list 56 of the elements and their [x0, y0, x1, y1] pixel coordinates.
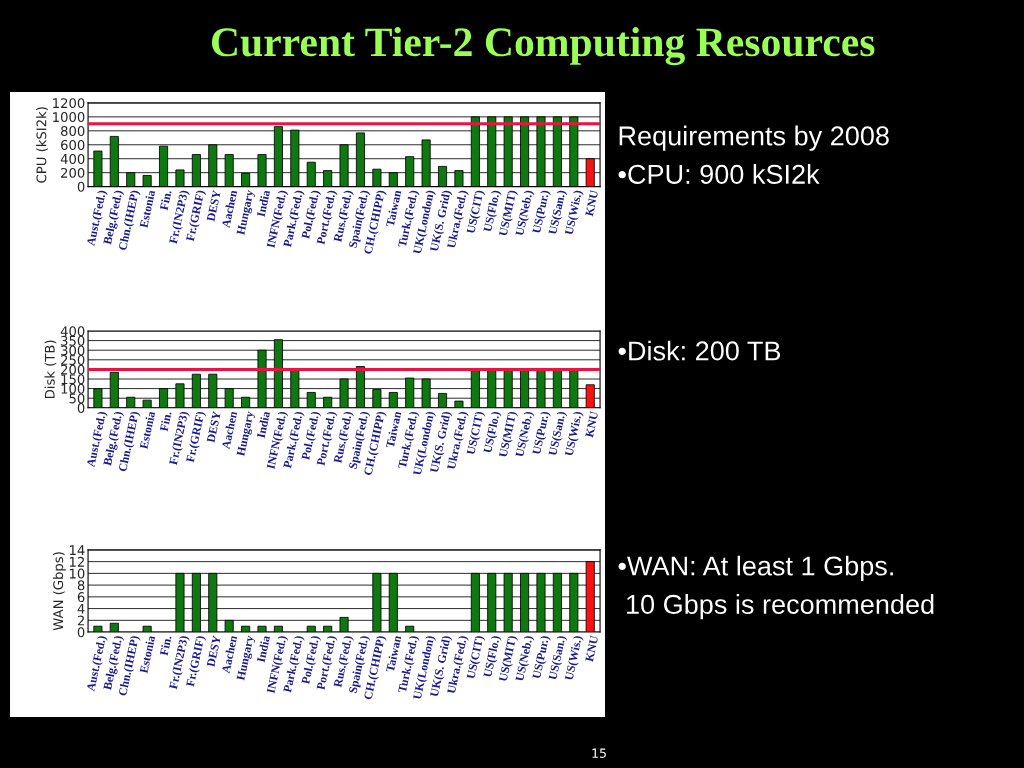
x-tick-label: US(CIT): [466, 411, 486, 456]
x-tick-label: DESY: [206, 410, 221, 443]
y-tick-label: 2: [77, 615, 84, 626]
text: 15: [592, 748, 606, 758]
x-tick-label: US(CIT): [466, 189, 486, 235]
y-tick-label: 0: [77, 627, 85, 638]
y-tick-label: 200: [61, 364, 85, 375]
x-tick-label: US(Wis.): [564, 635, 585, 682]
y-tick-label: 350: [61, 335, 85, 346]
y-tick-label: 8: [77, 580, 85, 591]
x-tick-label: Estonia: [139, 635, 156, 674]
y-tick-label: 14: [69, 545, 85, 555]
y-tick-label: 150: [61, 374, 85, 385]
y-tick-label: 0: [77, 181, 85, 192]
text: •WAN: At least 1 Gbps.: [618, 555, 893, 581]
y-tick-label: 800: [61, 126, 85, 137]
x-tick-label: Hungary: [236, 635, 257, 682]
y-tick-label: 600: [61, 139, 85, 150]
y-tick-label: 10: [69, 568, 85, 579]
y-tick-label: 400: [60, 153, 85, 164]
x-tick-label: Estonia: [139, 410, 156, 450]
text: •CPU: 900 kSI2k: [618, 164, 820, 184]
y-tick-label: 400: [60, 326, 85, 337]
x-tick-label: DESY: [206, 635, 221, 668]
text: •Disk: 200 TB: [618, 340, 781, 361]
x-tick-label: KNU: [585, 410, 599, 438]
x-tick-label: KNU: [585, 189, 599, 217]
y-axis-title: Disk (TB): [44, 340, 57, 399]
x-tick-label: Estonia: [139, 189, 156, 229]
y-tick-label: 200: [61, 167, 85, 178]
y-axis-title: CPU (kSI2k): [36, 107, 48, 183]
y-tick-label: 300: [61, 345, 85, 356]
y-tick-label: 6: [77, 592, 85, 603]
x-tick-label: DESY: [206, 189, 221, 222]
y-tick-label: 12: [69, 556, 84, 567]
x-tick-label: KNU: [585, 635, 599, 663]
x-tick-label: Aachen: [221, 189, 238, 229]
y-tick-label: 0: [77, 403, 85, 414]
y-axis-title: WAN (Gbps): [52, 552, 66, 631]
bar: [142, 175, 152, 187]
y-tick-label: 50: [69, 393, 85, 404]
text: 10 Gbps is recommended: [627, 594, 934, 620]
x-tick-label: Aachen: [221, 635, 238, 674]
x-tick-label: US(Wis.): [564, 411, 585, 457]
y-tick-label: 1200: [53, 98, 85, 109]
x-tick-label: Aachen: [221, 410, 238, 450]
y-tick-label: 250: [61, 355, 85, 366]
text: Requirements by 2008: [619, 125, 889, 151]
chart-title: Current Tier-2 Computing Resources: [211, 27, 875, 66]
x-tick-label: Hungary: [236, 189, 257, 236]
x-tick-label: US(Wis.): [564, 189, 585, 236]
x-tick-label: Hungary: [236, 410, 257, 457]
y-tick-label: 100: [61, 383, 85, 394]
y-tick-label: 4: [77, 603, 85, 614]
x-tick-label: US(CIT): [466, 635, 486, 680]
y-tick-label: 1000: [53, 112, 85, 123]
